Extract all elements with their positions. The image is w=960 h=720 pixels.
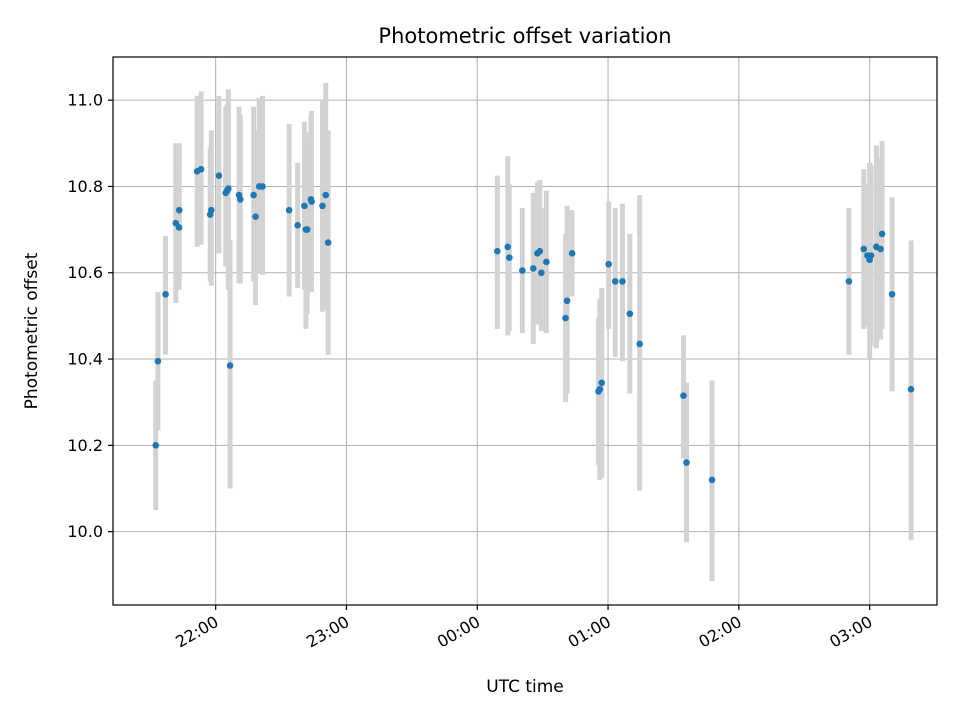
data-point — [215, 172, 223, 179]
data-point — [568, 250, 576, 257]
data-point — [543, 258, 550, 266]
data-point — [536, 247, 544, 255]
data-point — [860, 245, 868, 253]
data-point — [308, 198, 315, 205]
data-point — [175, 224, 183, 231]
data-point — [845, 278, 853, 285]
data-point — [680, 392, 687, 400]
data-point — [519, 267, 526, 274]
plot-area-frame — [112, 56, 938, 606]
data-point — [529, 265, 537, 272]
data-point — [611, 278, 619, 285]
data-point — [303, 226, 311, 233]
data-point — [237, 196, 244, 203]
data-point — [494, 247, 501, 255]
data-point — [619, 278, 626, 285]
data-point — [175, 206, 183, 214]
data-point — [636, 340, 643, 348]
data-point — [324, 239, 332, 246]
data-point — [154, 357, 162, 365]
data-point — [867, 252, 875, 259]
chart-title: Photometric offset variation — [378, 24, 671, 48]
data-point — [252, 213, 259, 220]
data-point — [563, 297, 571, 305]
y-tick-label: 10.6 — [67, 263, 103, 282]
data-point — [598, 379, 606, 387]
data-point — [259, 183, 266, 190]
data-point — [708, 476, 716, 484]
grid-lines — [113, 57, 937, 605]
y-axis-label: Photometric offset — [22, 252, 42, 409]
data-point — [225, 185, 232, 192]
data-point — [301, 202, 308, 210]
data-point — [877, 245, 884, 253]
data-point — [285, 206, 293, 214]
data-point — [506, 254, 513, 261]
x-axis-label: UTC time — [486, 677, 564, 697]
y-tick-label: 10.4 — [67, 350, 103, 369]
data-point — [504, 243, 512, 251]
data-point — [538, 269, 545, 277]
data-points — [152, 165, 915, 484]
y-tick-label: 10.8 — [67, 177, 103, 196]
data-point — [596, 385, 604, 393]
data-point — [152, 442, 160, 449]
data-point — [878, 230, 886, 238]
y-tick-label: 10.0 — [67, 522, 103, 541]
data-point — [322, 191, 330, 199]
data-point — [888, 291, 896, 298]
data-point — [319, 202, 326, 210]
data-point — [907, 385, 915, 393]
data-point — [250, 191, 257, 199]
data-point — [226, 362, 234, 369]
data-point — [208, 206, 215, 214]
data-point — [197, 165, 205, 173]
y-tick-label: 10.2 — [67, 436, 103, 455]
data-point — [605, 260, 613, 268]
data-point — [162, 291, 169, 298]
y-tick-label: 11.0 — [67, 91, 103, 110]
data-point — [294, 221, 301, 229]
data-point — [683, 459, 690, 466]
data-point — [626, 310, 634, 318]
data-point — [562, 314, 569, 322]
